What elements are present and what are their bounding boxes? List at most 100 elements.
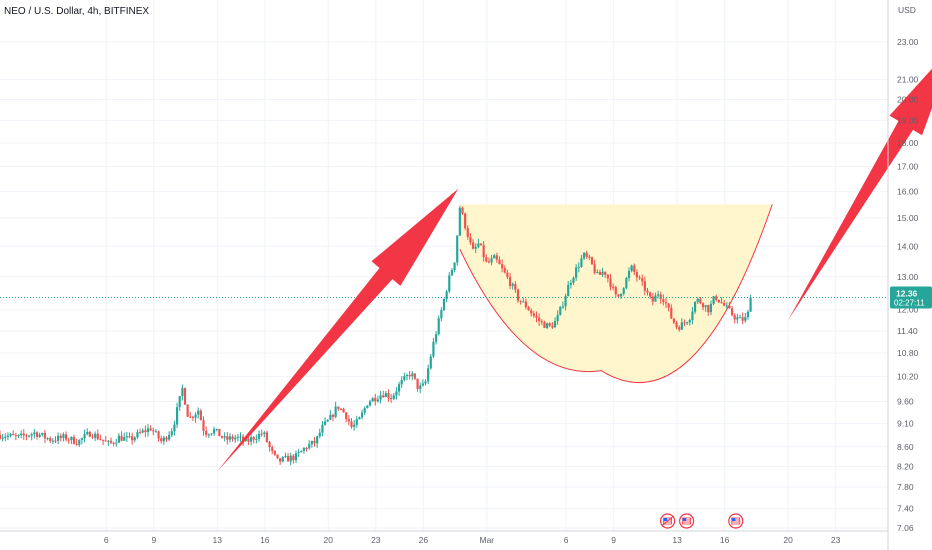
candle xyxy=(622,287,625,296)
candle xyxy=(461,206,464,216)
candle xyxy=(64,431,68,442)
candle xyxy=(302,446,306,454)
x-tick-label: 13 xyxy=(672,535,682,545)
candle xyxy=(125,431,128,443)
candle xyxy=(257,430,261,442)
candle xyxy=(115,438,118,447)
candle xyxy=(231,434,234,442)
flag-icon[interactable] xyxy=(659,513,676,529)
candle xyxy=(376,395,380,403)
candle xyxy=(580,254,583,268)
candle xyxy=(601,267,604,277)
y-tick-label: 8.20 xyxy=(897,461,914,471)
candle xyxy=(501,259,504,273)
y-tick-label: 11.40 xyxy=(897,326,918,336)
candle xyxy=(456,235,459,266)
candle xyxy=(474,243,477,254)
candle xyxy=(358,416,361,420)
candle xyxy=(384,391,387,398)
candle xyxy=(479,243,483,246)
candle xyxy=(693,301,697,314)
candle xyxy=(596,269,599,274)
candle xyxy=(165,435,168,443)
candle xyxy=(117,433,121,443)
last-price-label: 12.36 xyxy=(896,289,918,299)
candle xyxy=(152,427,155,436)
candle xyxy=(294,450,298,463)
candle xyxy=(625,276,628,290)
candle xyxy=(551,322,554,330)
candle xyxy=(1,433,4,442)
candle xyxy=(181,384,184,401)
price-axis[interactable]: 7.06 7.40 7.80 8.20 8.60 9.10 9.60 10.20 10.80 11… xyxy=(897,37,919,533)
candle xyxy=(276,454,279,459)
candle xyxy=(614,285,617,298)
candle xyxy=(419,382,422,394)
candle xyxy=(289,452,292,466)
x-tick-label: 6 xyxy=(564,535,569,545)
candle xyxy=(183,387,187,406)
candle xyxy=(239,432,242,442)
candle xyxy=(612,283,615,291)
candle xyxy=(308,440,311,450)
candle xyxy=(738,314,742,319)
candle xyxy=(334,401,337,419)
y-tick-label: 7.80 xyxy=(897,482,914,492)
candle xyxy=(723,299,726,307)
candle xyxy=(366,405,369,409)
candle xyxy=(662,294,665,306)
candle xyxy=(730,306,734,317)
y-tick-label: 10.20 xyxy=(897,372,919,382)
candle xyxy=(112,441,115,447)
candle xyxy=(701,302,705,311)
candle xyxy=(532,310,535,319)
flag-icon[interactable] xyxy=(728,513,744,529)
candle xyxy=(218,428,221,437)
candle xyxy=(331,413,335,422)
candle xyxy=(641,274,644,286)
candle xyxy=(643,276,646,296)
candle xyxy=(598,269,602,275)
candle xyxy=(649,291,652,300)
candle xyxy=(720,297,723,304)
candle xyxy=(160,435,163,444)
currency-label: USD xyxy=(898,5,916,15)
time-axis[interactable]: 6 9 13 16 20 23 26 Mar 6 9 13 16 20 23 xyxy=(104,535,841,545)
candle xyxy=(25,433,28,441)
candle xyxy=(51,437,54,445)
candle xyxy=(712,296,715,306)
chart-title: NEO / U.S. Dollar, 4h, BITFINEX xyxy=(4,6,149,17)
candle xyxy=(582,252,586,261)
candle xyxy=(236,433,239,442)
countdown-label: 02:27:11 xyxy=(894,299,925,308)
candle xyxy=(390,393,393,403)
y-tick-label: 19.00 xyxy=(897,116,919,126)
candle xyxy=(59,433,62,442)
candle xyxy=(363,406,366,416)
candle xyxy=(96,429,99,441)
candle xyxy=(316,435,319,448)
candle xyxy=(617,294,620,298)
candle xyxy=(12,430,15,436)
candle xyxy=(704,304,707,312)
candle xyxy=(553,317,557,328)
candle xyxy=(329,410,332,421)
candle xyxy=(104,436,107,442)
candle xyxy=(20,430,23,439)
candle xyxy=(445,289,448,303)
candle xyxy=(318,428,321,439)
candle xyxy=(234,434,237,443)
candle xyxy=(91,433,94,439)
candle xyxy=(94,431,97,442)
candle xyxy=(38,432,41,438)
x-tick-label: Mar xyxy=(479,535,494,545)
candle xyxy=(101,439,105,446)
candle xyxy=(427,364,430,385)
candle xyxy=(744,312,747,323)
candle xyxy=(371,397,374,402)
flag-icon[interactable] xyxy=(679,513,695,529)
candle xyxy=(186,404,189,417)
candle xyxy=(255,434,258,444)
